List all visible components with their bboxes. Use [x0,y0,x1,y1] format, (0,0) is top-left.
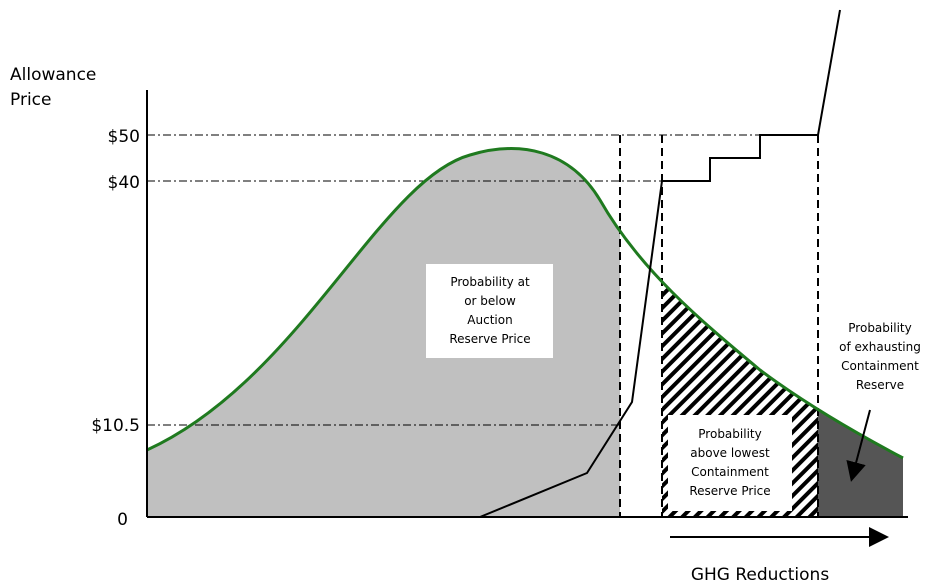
annotation-text: Reserve Price [449,332,530,346]
dashed-verticals [619,135,819,517]
axes [146,90,908,518]
x-axis-label: GHG Reductions [691,565,830,585]
y-axis-label: Allowance [10,65,96,85]
y-tick-label: $50 [108,127,140,147]
annotation-text: Reserve [856,378,904,392]
annotation-text: above lowest [690,446,770,460]
reference-lines [147,134,818,426]
pointer-arrow [846,409,871,482]
annotation-text: Containment [841,359,919,373]
annotation-text: Probability [698,427,761,441]
annotation-text: of exhausting [839,340,921,354]
supply-curve [479,9,841,518]
annotation-text: Probability at [450,275,530,289]
y-tick-label: $10.5 [91,416,140,436]
y-tick-label: 0 [117,510,128,530]
annotation-text: or below [464,294,516,308]
label-box [668,415,792,511]
annotation-text: Containment [691,465,769,479]
y-axis-label: Price [10,90,51,110]
probability-curve [146,147,904,460]
annotations: Probability at or below Auction Reserve Pri… [449,275,921,498]
y-tick-label: $40 [108,173,140,193]
label-box [426,264,553,358]
annotation-text: Reserve Price [689,484,770,498]
annotation-text: Auction [467,313,512,327]
annotation-text: Probability [848,321,911,335]
